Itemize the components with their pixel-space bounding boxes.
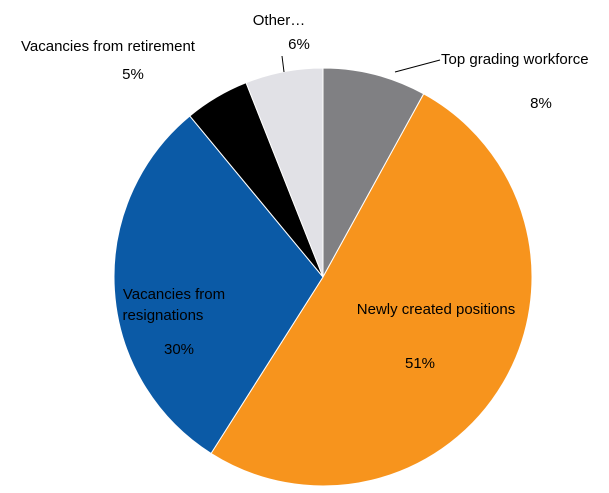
label-resignations-line2: resignations bbox=[123, 307, 204, 324]
pie-slice-newly-created-positions bbox=[210, 93, 533, 487]
label-resignations-line1: Vacancies from bbox=[123, 286, 225, 303]
pie-slices bbox=[113, 67, 533, 487]
value-resignations: 30% bbox=[164, 341, 194, 358]
value-vacancies-from-retirement: 5% bbox=[122, 66, 144, 83]
value-newly-created-positions: 51% bbox=[405, 355, 435, 372]
value-top-grading-workforce: 8% bbox=[530, 95, 552, 112]
value-other: 6% bbox=[288, 36, 310, 53]
leader-lines bbox=[281, 55, 441, 73]
slice-labels: Top grading workforce 8% Newly created p… bbox=[21, 12, 589, 372]
pie-slice-top-grading-workforce bbox=[322, 67, 425, 278]
label-newly-created-positions: Newly created positions bbox=[357, 301, 515, 318]
label-vacancies-from-retirement: Vacancies from retirement bbox=[21, 38, 196, 55]
leader-line-other bbox=[281, 55, 285, 73]
pie-slice-vacancies-from-resignations bbox=[113, 115, 324, 455]
label-other: Other… bbox=[253, 12, 306, 29]
leader-line-top-grading bbox=[394, 59, 441, 73]
label-top-grading-workforce: Top grading workforce bbox=[441, 51, 589, 68]
